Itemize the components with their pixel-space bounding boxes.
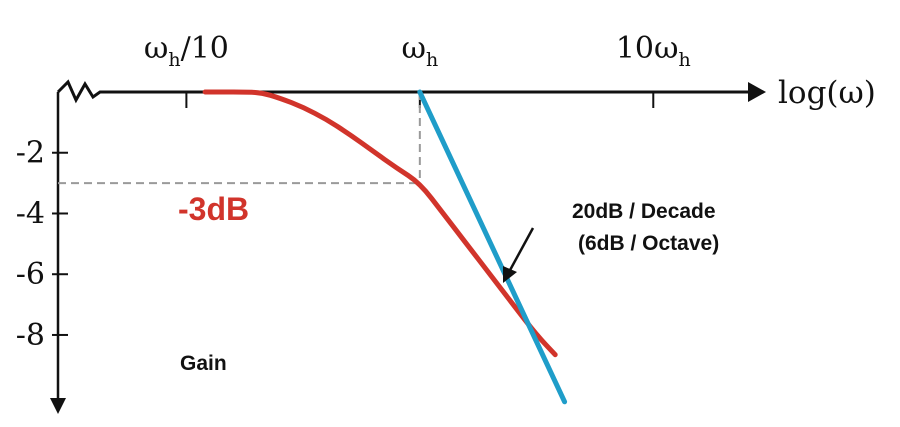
series: [202, 89, 568, 405]
x-axis-line: [56, 79, 752, 104]
gain-curve: [202, 89, 558, 358]
x-tick-label-wh_over_10: ωh/10: [144, 31, 229, 71]
y-tick-label-4: -4: [16, 196, 45, 231]
annotation-arrow-line: [507, 227, 535, 273]
x-tick-label-wh: ωh: [401, 31, 438, 71]
slope-annotation-line2: (6dB / Octave): [578, 232, 719, 255]
x-axis-arrow-icon: [748, 82, 766, 102]
y-tick-label-6: -6: [16, 257, 45, 292]
slope-annotation-line1: 20dB / Decade: [572, 200, 716, 223]
x-tick-label-ten_wh: 10ωh: [616, 31, 691, 71]
axes: [50, 79, 766, 414]
x-axis-label: log(ω): [778, 75, 876, 111]
annotation-arrow-icon: [503, 266, 517, 283]
asymptote-line: [417, 89, 568, 405]
x-ticks: ωh/10 ωh 10ωh: [144, 31, 691, 108]
y-tick-label-8: -8: [16, 318, 45, 353]
y-axis-label: Gain: [180, 352, 227, 375]
minus-3db-label: -3dB: [178, 191, 249, 227]
y-axis-arrow-icon: [50, 398, 66, 414]
y-ticks: -2 -4 -6 -8: [16, 136, 68, 353]
reference-guides: [58, 92, 421, 185]
y-tick-label-2: -2: [16, 136, 45, 171]
